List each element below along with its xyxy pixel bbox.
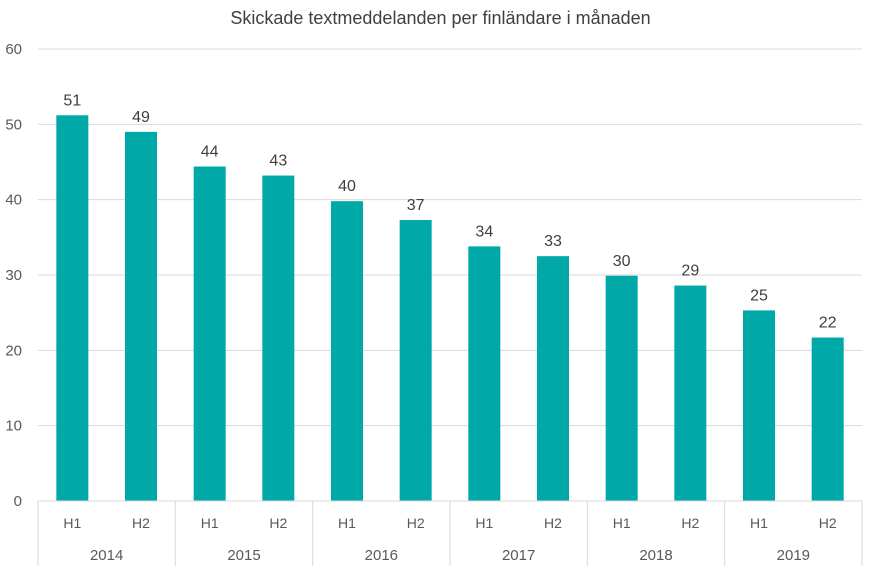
x-tick-label: H2: [132, 515, 150, 531]
data-label: 30: [613, 253, 631, 270]
bar: [399, 220, 432, 502]
x-group-label: 2014: [90, 547, 123, 564]
y-tick-label: 10: [5, 418, 22, 435]
bar: [743, 310, 775, 501]
data-label: 44: [201, 144, 219, 161]
y-tick-label: 40: [5, 192, 22, 209]
x-group-label: 2019: [777, 547, 810, 564]
x-tick-label: H2: [407, 515, 425, 531]
bar: [193, 166, 226, 501]
bar: [605, 275, 638, 501]
data-label: 29: [681, 263, 699, 280]
y-tick-label: 30: [5, 267, 22, 284]
data-label: 51: [63, 92, 81, 109]
x-tick-label: H2: [269, 515, 287, 531]
bar: [56, 115, 89, 501]
x-tick-label: H1: [63, 515, 81, 531]
y-tick-label: 50: [5, 116, 22, 133]
x-tick-label: H2: [681, 515, 699, 531]
x-tick-label: H1: [201, 515, 219, 531]
x-tick-label: H1: [750, 515, 768, 531]
chart-title: Skickade textmeddelanden per finländare …: [230, 8, 651, 28]
bar: [125, 131, 157, 501]
data-label: 37: [407, 197, 425, 214]
bar: [262, 175, 295, 501]
bar: [811, 337, 844, 501]
data-label: 34: [475, 223, 493, 240]
x-tick-label: H2: [544, 515, 562, 531]
data-label: 22: [819, 315, 837, 332]
bar: [537, 256, 569, 501]
x-group-label: 2015: [227, 547, 260, 564]
x-tick-label: H1: [475, 515, 493, 531]
x-tick-label: H1: [613, 515, 631, 531]
data-label: 33: [544, 233, 562, 250]
data-label: 40: [338, 178, 356, 195]
x-tick-label: H1: [338, 515, 356, 531]
y-tick-label: 0: [14, 493, 22, 510]
x-group-label: 2018: [639, 547, 672, 564]
data-label: 25: [750, 287, 768, 304]
bar: [674, 285, 707, 501]
y-tick-label: 20: [5, 342, 22, 359]
x-group-label: 2016: [365, 547, 398, 564]
bar: [468, 246, 501, 501]
y-tick-label: 60: [5, 41, 22, 58]
x-group-label: 2017: [502, 547, 535, 564]
data-label: 43: [269, 153, 287, 170]
x-tick-label: H2: [819, 515, 837, 531]
data-label: 49: [132, 109, 150, 126]
bar: [331, 201, 363, 501]
